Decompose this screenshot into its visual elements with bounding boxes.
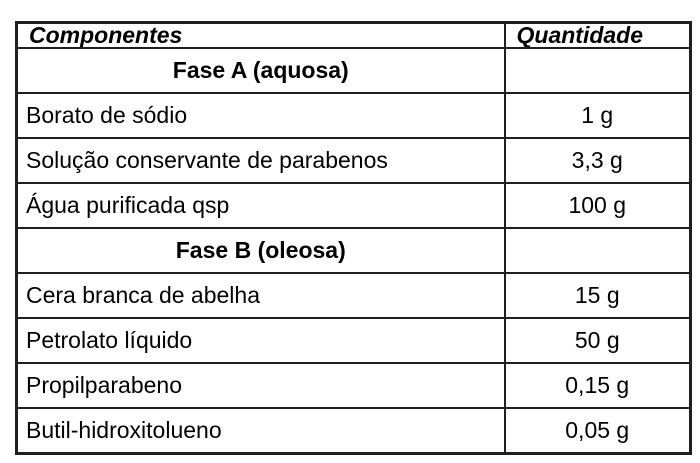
quantity-value: 1 g [503, 91, 692, 139]
component-name: Petrolato líquido [15, 316, 506, 364]
empty-quantity-cell [503, 226, 692, 274]
ingredient-row: Petrolato líquido 50 g [15, 316, 692, 364]
component-name: Solução conservante de parabenos [15, 136, 506, 184]
table-body: Fase A (aquosa) Borato de sódio 1 g Solução… [15, 47, 692, 455]
ingredient-row: Borato de sódio 1 g [15, 91, 692, 139]
formulation-table: Componentes Quantidade Fase A (aquosa) Bo… [15, 21, 692, 455]
phase-label: Fase B (oleosa) [15, 226, 506, 274]
empty-quantity-cell [503, 47, 692, 94]
component-name: Cera branca de abelha [15, 271, 506, 319]
ingredient-row: Água purificada qsp 100 g [15, 181, 692, 229]
quantity-value: 50 g [503, 316, 692, 364]
ingredient-row: Propilparabeno 0,15 g [15, 361, 692, 409]
quantity-value: 100 g [503, 181, 692, 229]
column-header-componentes: Componentes [15, 21, 506, 49]
component-name: Borato de sódio [15, 91, 506, 139]
quantity-value: 0,15 g [503, 361, 692, 409]
component-name: Água purificada qsp [15, 181, 506, 229]
component-name: Propilparabeno [15, 361, 506, 409]
phase-label: Fase A (aquosa) [15, 47, 506, 94]
phase-section-row: Fase B (oleosa) [15, 226, 692, 274]
quantity-value: 15 g [503, 271, 692, 319]
ingredient-row: Cera branca de abelha 15 g [15, 271, 692, 319]
ingredient-row: Butil-hidroxitolueno 0,05 g [15, 406, 692, 455]
column-header-quantidade: Quantidade [503, 21, 692, 49]
phase-section-row: Fase A (aquosa) [15, 47, 692, 94]
ingredient-row: Solução conservante de parabenos 3,3 g [15, 136, 692, 184]
header-row: Componentes Quantidade [15, 21, 692, 49]
quantity-value: 3,3 g [503, 136, 692, 184]
component-name: Butil-hidroxitolueno [15, 406, 506, 455]
quantity-value: 0,05 g [503, 406, 692, 455]
